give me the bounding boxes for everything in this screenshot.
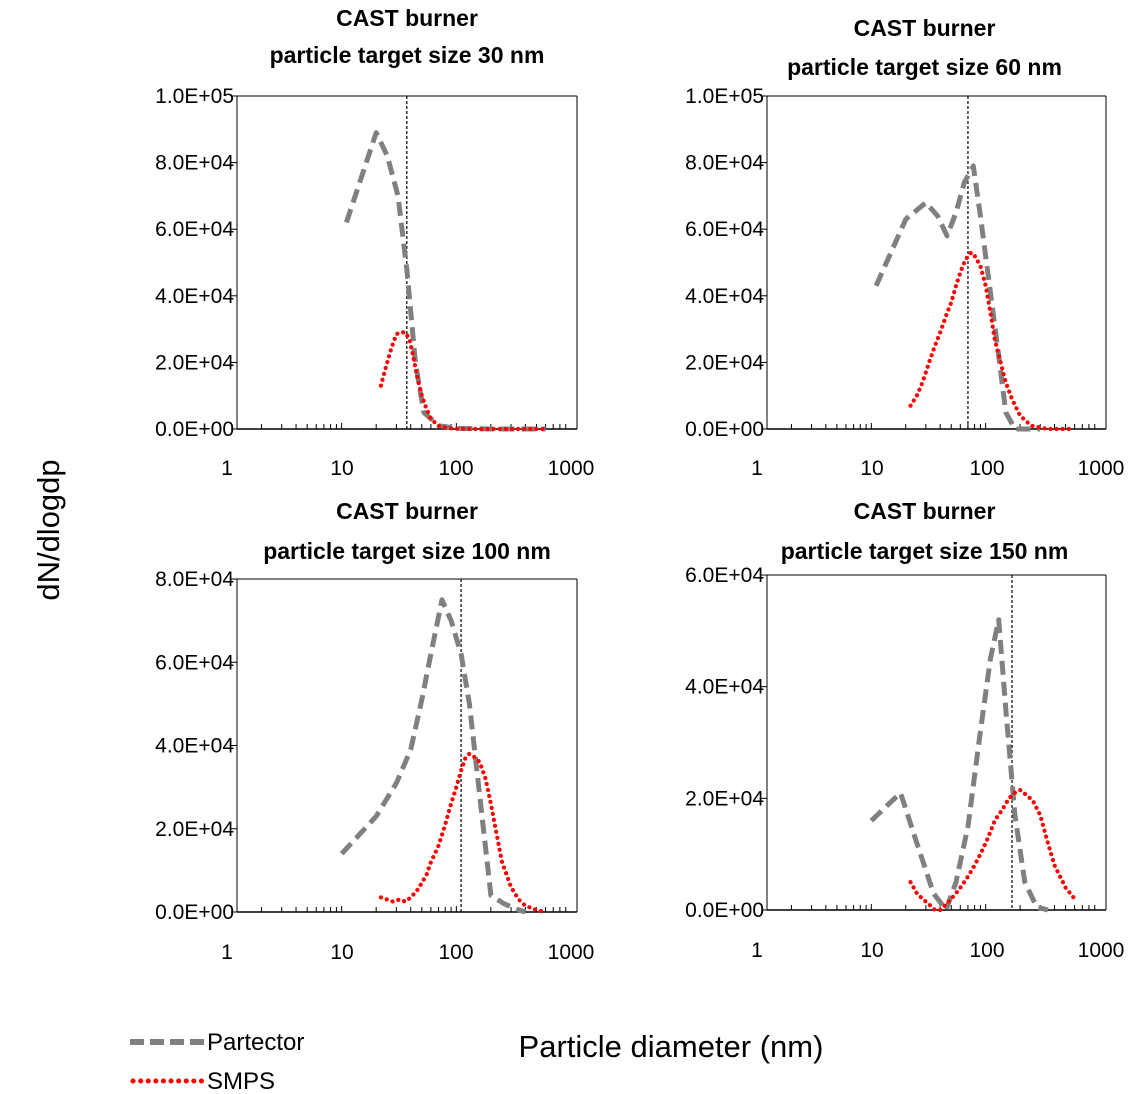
y-tick-label: 2.0E+04 (155, 818, 234, 841)
y-tick-label: 8.0E+04 (685, 152, 764, 175)
y-tick-label: 2.0E+04 (685, 351, 764, 374)
y-tick-label: 1.0E+05 (685, 85, 764, 108)
chart-panels: CAST burner particle target size 30 nm 0.0… (155, 5, 1124, 964)
figure-xlabel: Particle diameter (nm) (519, 1029, 824, 1064)
chart-title-line2: particle target size 150 nm (781, 538, 1069, 564)
y-tick-label: 6.0E+04 (685, 564, 764, 587)
y-tick-label: 4.0E+04 (685, 676, 764, 699)
series-smps-line (378, 330, 548, 432)
legend-partector-label: Partector (207, 1029, 304, 1056)
y-tick-label: 8.0E+04 (155, 152, 234, 175)
chart-title-line2: particle target size 30 nm (270, 42, 545, 68)
chart-panel-3: CAST burner particle target size 100 nm 0.… (155, 498, 594, 964)
y-tick-label: 4.0E+04 (155, 735, 234, 758)
y-tick-label: 0.0E+00 (155, 418, 234, 441)
x-tick-label: 1000 (548, 941, 595, 964)
chart-title-line1: CAST burner (336, 5, 478, 31)
chart-title-line2: particle target size 60 nm (787, 54, 1062, 80)
x-tick-label: 10 (330, 457, 353, 480)
y-tick-label: 4.0E+04 (685, 285, 764, 308)
x-tick-label: 1 (221, 941, 233, 964)
y-tick-label: 2.0E+04 (155, 351, 234, 374)
x-tick-label: 10 (860, 457, 883, 480)
figure-ylabel: dN/dlogdp (31, 459, 66, 600)
x-tick-label: 10 (860, 939, 883, 962)
y-tick-label: 0.0E+00 (155, 901, 234, 924)
x-tick-label: 1 (221, 457, 233, 480)
x-tick-label: 10 (330, 941, 353, 964)
chart-title-line1: CAST burner (854, 498, 996, 524)
legend-smps-label: SMPS (207, 1068, 275, 1094)
y-tick-label: 0.0E+00 (685, 418, 764, 441)
y-tick-label: 0.0E+00 (685, 899, 764, 922)
x-tick-label: 1000 (1078, 457, 1125, 480)
series-partector-line (873, 163, 1041, 432)
series-partector-line (339, 597, 527, 915)
y-tick-label: 8.0E+04 (155, 568, 234, 591)
series-smps-line (378, 751, 548, 915)
legend: Partector SMPS (130, 1029, 304, 1094)
x-tick-label: 1 (751, 457, 763, 480)
x-tick-label: 1000 (548, 457, 595, 480)
y-tick-label: 4.0E+04 (155, 285, 234, 308)
y-tick-label: 6.0E+04 (155, 218, 234, 241)
x-tick-label: 100 (438, 457, 473, 480)
chart-panel-1: CAST burner particle target size 30 nm 0.0… (155, 5, 594, 480)
y-tick-label: 6.0E+04 (685, 218, 764, 241)
chart-title-line1: CAST burner (336, 498, 478, 524)
y-tick-label: 6.0E+04 (155, 651, 234, 674)
chart-panel-4: CAST burner particle target size 150 nm 0.… (685, 498, 1124, 962)
x-tick-label: 100 (438, 941, 473, 964)
x-tick-label: 100 (969, 939, 1004, 962)
series-smps-line (908, 787, 1077, 913)
series-partector-line (344, 130, 546, 432)
x-tick-label: 1000 (1078, 939, 1125, 962)
y-tick-label: 2.0E+04 (685, 787, 764, 810)
chart-panel-2: CAST burner particle target size 60 nm 0.0… (685, 15, 1124, 480)
chart-title-line1: CAST burner (854, 15, 996, 41)
chart-title-line2: particle target size 100 nm (263, 538, 551, 564)
y-tick-label: 1.0E+05 (155, 85, 234, 108)
x-tick-label: 1 (751, 939, 763, 962)
series-partector-line (869, 617, 1049, 913)
x-tick-label: 100 (969, 457, 1004, 480)
series-smps-line (908, 250, 1077, 432)
